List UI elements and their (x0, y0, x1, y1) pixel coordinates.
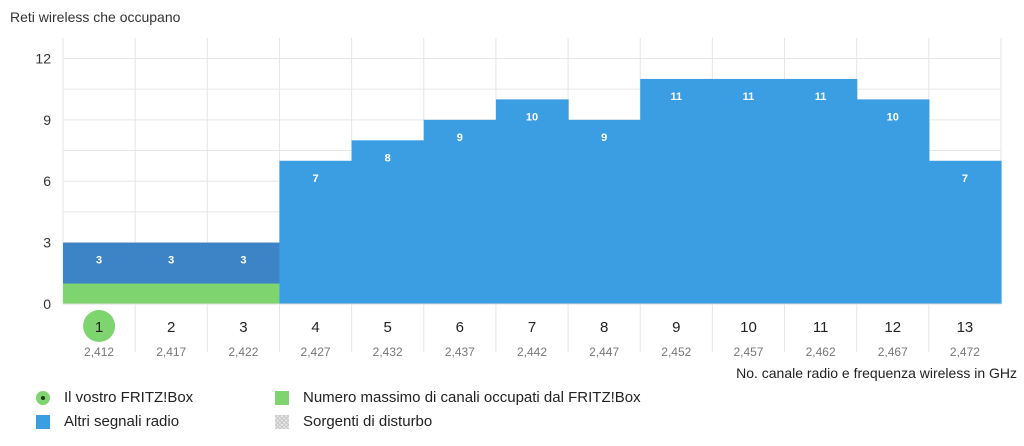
bar-value-label: 10 (887, 111, 899, 123)
bar-value-label: 11 (815, 91, 827, 103)
bar-value-label: 9 (457, 132, 463, 144)
x-tick-label-channel: 4 (311, 319, 319, 336)
bar-value-label: 3 (168, 255, 174, 267)
x-axis-title: No. canale radio e frequenza wireless in… (736, 365, 1017, 381)
y-tick-label: 3 (43, 235, 51, 251)
wireless-channel-chart: 0 3 6 9 12 3 3 3 7 8 9 10 9 11 11 11 10 7 1 2,412 2 2,417 3 2,4… (35, 38, 1017, 381)
x-tick-label-frequency: 2,457 (733, 345, 763, 359)
x-tick-label-frequency: 2,412 (84, 345, 114, 359)
bar-channel-11 (784, 78, 858, 304)
bar-value-label: 9 (601, 132, 607, 144)
fritzbox-occupied-band (63, 283, 280, 304)
x-tick-label-frequency: 2,437 (445, 345, 475, 359)
x-tick-label-frequency: 2,422 (228, 345, 258, 359)
x-tick-label-frequency: 2,432 (373, 345, 403, 359)
x-tick-label-frequency: 2,417 (156, 345, 186, 359)
blue-swatch-icon (36, 414, 50, 429)
x-tick-label-channel: 10 (740, 319, 757, 336)
bar-channel-6 (423, 119, 497, 304)
hatched-swatch-icon (275, 414, 289, 429)
x-tick-label-channel: 5 (384, 319, 392, 336)
bar-value-label: 3 (240, 255, 246, 267)
x-tick-label-channel: 13 (957, 319, 974, 336)
x-tick-label-channel: 7 (528, 319, 536, 336)
bar-channel-12 (856, 99, 930, 304)
x-tick-label-channel: 12 (884, 319, 901, 336)
bar-channel-10 (712, 78, 786, 304)
bar-value-label: 10 (526, 111, 538, 123)
bar-value-label: 11 (743, 91, 755, 103)
bar-channel-4 (279, 160, 353, 304)
bar-channel-5 (351, 140, 425, 304)
x-tick-label-channel: 2 (167, 319, 175, 336)
legend-label-max-channels: Numero massimo di canali occupati dal FR… (303, 389, 641, 406)
x-tick-label-channel: 1 (95, 319, 103, 336)
bar-value-label: 7 (962, 173, 968, 185)
x-tick-label-frequency: 2,462 (806, 345, 836, 359)
x-tick-label-frequency: 2,427 (301, 345, 331, 359)
x-tick-label-channel: 8 (600, 319, 608, 336)
legend-item-other-signals: Altri segnali radio (36, 413, 179, 430)
x-tick-label-channel: 11 (813, 319, 829, 336)
x-tick-label-channel: 6 (456, 319, 464, 336)
x-tick-label-frequency: 2,442 (517, 345, 547, 359)
legend-label-interference: Sorgenti di disturbo (303, 413, 433, 430)
legend-item-interference: Sorgenti di disturbo (275, 413, 432, 430)
bar-channel-13 (928, 160, 1002, 304)
fritzbox-channel-marker (83, 310, 116, 342)
chart-title: Reti wireless che occupano (10, 9, 181, 25)
bar-value-label: 3 (96, 255, 102, 267)
legend-item-max-channels: Numero massimo di canali occupati dal FR… (275, 389, 641, 406)
bar-channel-9 (640, 78, 713, 304)
x-tick-label-frequency: 2,472 (950, 345, 980, 359)
y-tick-label: 6 (43, 173, 51, 189)
bar-value-label: 8 (385, 152, 391, 164)
bar-value-label: 11 (670, 91, 682, 103)
y-tick-label: 0 (43, 296, 51, 312)
x-tick-label-channel: 9 (672, 319, 680, 336)
bar-value-label: 7 (312, 173, 318, 185)
x-tick-label-frequency: 2,452 (661, 345, 691, 359)
legend-label-fritzbox: Il vostro FRITZ!Box (64, 389, 194, 406)
x-tick-label-frequency: 2,447 (589, 345, 619, 359)
x-tick-label-channel: 3 (239, 319, 247, 336)
bar-channel-8 (568, 119, 641, 304)
y-tick-label: 9 (43, 112, 51, 128)
legend-label-other-signals: Altri segnali radio (64, 413, 180, 430)
legend-item-fritzbox: Il vostro FRITZ!Box (36, 389, 193, 406)
green-swatch-icon (275, 390, 289, 405)
x-tick-label-frequency: 2,467 (878, 345, 908, 359)
y-tick-label: 12 (35, 50, 51, 66)
bar-channel-7 (495, 99, 569, 304)
fritzbox-channel-icon (36, 390, 50, 405)
